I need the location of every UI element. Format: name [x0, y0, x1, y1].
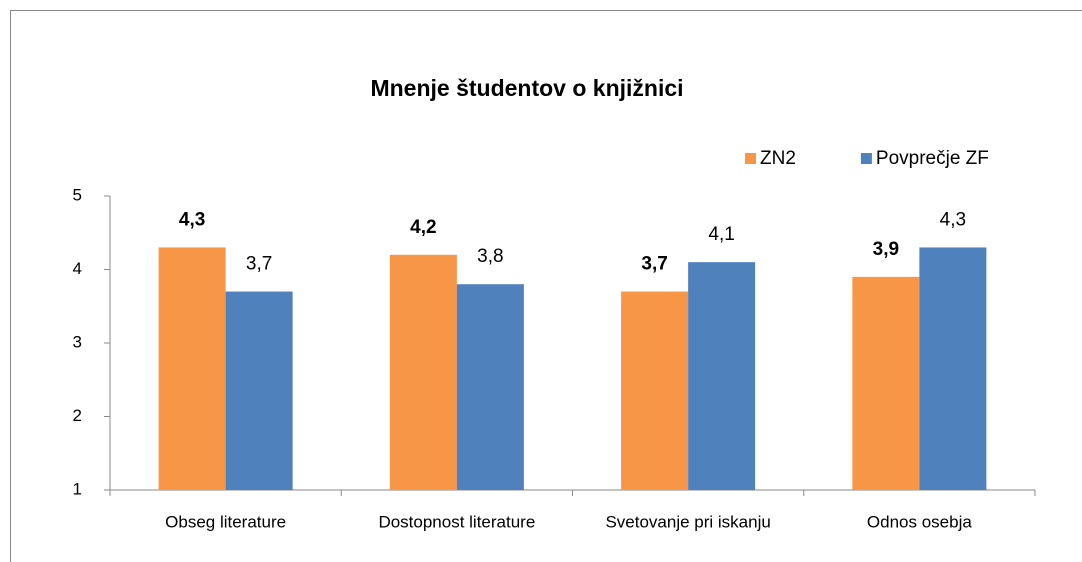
legend-swatch	[745, 153, 756, 164]
bar	[389, 254, 457, 490]
y-tick-label: 3	[73, 332, 82, 351]
bar	[456, 284, 524, 490]
bar	[621, 291, 689, 490]
x-tick-label: Obseg literature	[165, 512, 286, 531]
value-label: 3,8	[477, 246, 503, 267]
value-label: 4,1	[708, 224, 734, 245]
value-label: 3,9	[873, 239, 899, 260]
x-tick-label: Svetovanje pri iskanju	[605, 512, 770, 531]
legend-swatch	[860, 153, 872, 164]
y-tick-label: 2	[73, 406, 82, 425]
value-label: 4,3	[940, 209, 966, 230]
y-tick-label: 4	[73, 259, 82, 278]
bar	[688, 262, 756, 490]
x-tick-label: Odnos osebja	[867, 512, 972, 531]
value-label: 4,2	[410, 217, 436, 238]
bar	[919, 247, 987, 490]
value-label: 3,7	[246, 254, 272, 275]
y-tick-label: 5	[73, 185, 82, 204]
bar	[225, 291, 293, 490]
value-label: 3,7	[641, 254, 667, 275]
bar	[852, 276, 920, 490]
y-tick-label: 1	[73, 479, 82, 498]
x-tick-label: Dostopnost literature	[378, 512, 535, 531]
legend-label: ZN2	[760, 148, 796, 169]
bar	[158, 247, 226, 490]
chart-frame	[10, 10, 1082, 562]
value-label: 4,3	[179, 209, 205, 230]
legend-label: Povprečje ZF	[876, 148, 989, 169]
chart-title: Mnenje študentov o knjižnici	[370, 75, 683, 101]
